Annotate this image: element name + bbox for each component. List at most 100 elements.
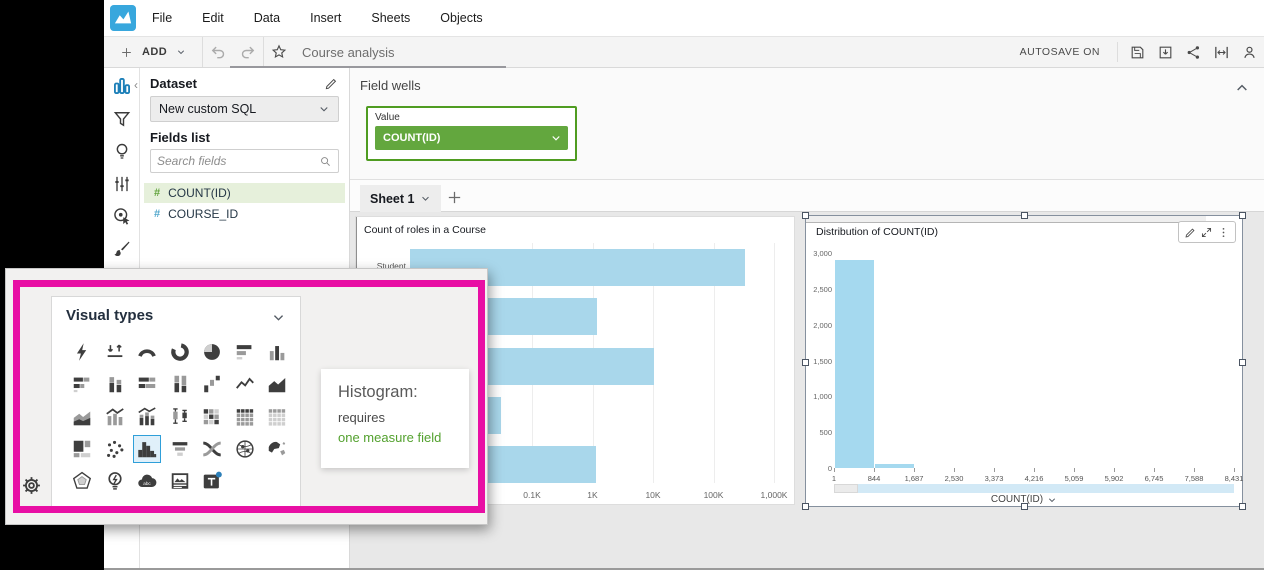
visualize-icon[interactable]: [112, 76, 132, 96]
visual-type-donut-chart[interactable]: [166, 338, 194, 366]
x-axis-brush-scrollbar[interactable]: [834, 484, 1234, 493]
visual-type-scatter-plot[interactable]: [101, 435, 129, 463]
share-icon[interactable]: [1185, 44, 1202, 61]
filter-icon[interactable]: [112, 109, 132, 129]
visual-type-vertical-stacked-bar[interactable]: [101, 370, 129, 398]
field-row-count-id[interactable]: # COUNT(ID): [144, 183, 345, 203]
collapse-panel-icon[interactable]: ‹: [134, 78, 138, 92]
maximize-visual-icon[interactable]: [1200, 226, 1213, 239]
insights-bulb-icon[interactable]: [112, 141, 132, 161]
scatter-plot-icon: [104, 438, 126, 460]
visual-type-vertical-bar[interactable]: [263, 338, 291, 366]
user-icon[interactable]: [1241, 44, 1258, 61]
fit-width-icon[interactable]: [1213, 44, 1230, 61]
visual-type-horizontal-stacked-bar[interactable]: [68, 370, 96, 398]
visual-type-pivot-table[interactable]: [231, 403, 259, 431]
parameters-icon[interactable]: [112, 174, 132, 194]
visual-type-custom-visual[interactable]: [166, 467, 194, 495]
visual-type-text-box[interactable]: [198, 467, 226, 495]
x-tick-label: 2,530: [944, 474, 964, 483]
visual-type-heat-map[interactable]: [198, 403, 226, 431]
analysis-title[interactable]: Course analysis: [302, 44, 395, 60]
collapse-field-wells-icon[interactable]: [1234, 80, 1250, 96]
visual-menu-kebab-icon[interactable]: [1217, 226, 1230, 239]
menu-item-insert[interactable]: Insert: [310, 11, 342, 25]
visual-type-box-plot[interactable]: [166, 403, 194, 431]
export-icon[interactable]: [1157, 44, 1174, 61]
resize-handle-top-center[interactable]: [1021, 212, 1028, 219]
visual-type-word-cloud[interactable]: abc: [133, 467, 161, 495]
settings-gear-icon[interactable]: [20, 474, 43, 497]
histogram-x-axis-label[interactable]: COUNT(ID): [806, 494, 1242, 505]
sankey-icon: [201, 438, 223, 460]
visual-type-funnel[interactable]: [166, 435, 194, 463]
histogram-tooltip: Histogram: requires one measure field: [321, 369, 469, 468]
actions-icon[interactable]: [112, 206, 132, 226]
visual-type-radar-chart[interactable]: [68, 467, 96, 495]
visual-type-combo-bar-line[interactable]: [101, 403, 129, 431]
save-icon[interactable]: [1129, 44, 1146, 61]
dataset-panel-title: Dataset: [150, 76, 197, 91]
menu-item-file[interactable]: File: [152, 11, 173, 25]
insights-icon: [104, 470, 126, 492]
menu-item-objects[interactable]: Objects: [440, 11, 483, 25]
histogram-bar[interactable]: [874, 464, 914, 468]
resize-handle-bottom-left[interactable]: [802, 503, 809, 510]
star-favorite-icon[interactable]: [270, 43, 288, 61]
visual-type-histogram[interactable]: [133, 434, 161, 463]
search-placeholder: Search fields: [157, 154, 227, 168]
value-well-pill[interactable]: COUNT(ID): [375, 126, 568, 150]
redo-icon[interactable]: [239, 43, 257, 61]
visual-type-insights[interactable]: [101, 467, 129, 495]
edit-dataset-pencil-icon[interactable]: [324, 76, 339, 91]
histogram-bar[interactable]: [834, 260, 874, 468]
y-gridline: [806, 221, 1206, 222]
add-sheet-icon[interactable]: [446, 189, 463, 206]
visual-type-table[interactable]: [263, 403, 291, 431]
brush-handle[interactable]: [834, 484, 858, 493]
collapse-visual-types-icon[interactable]: [271, 310, 286, 325]
visual-type-line-chart[interactable]: [231, 370, 259, 398]
visual-type-tree-map[interactable]: [68, 435, 96, 463]
histogram-widget[interactable]: Distribution of COUNT(ID) 3,000 2,500 2,00…: [802, 212, 1246, 510]
autosave-status[interactable]: AUTOSAVE ON: [1019, 46, 1100, 58]
x-tick-label: 1K: [587, 490, 598, 500]
filled-map-icon: [266, 438, 288, 460]
themes-brush-icon[interactable]: [112, 239, 132, 259]
visual-type-horizontal-100-stacked-bar[interactable]: [133, 370, 161, 398]
menu-item-edit[interactable]: Edit: [202, 11, 224, 25]
resize-handle-middle-right[interactable]: [1239, 359, 1246, 366]
visual-type-points-on-map[interactable]: [231, 435, 259, 463]
visual-type-vertical-100-stacked-bar[interactable]: [166, 370, 194, 398]
edit-visual-pencil-icon[interactable]: [1184, 226, 1197, 239]
visual-type-autograph[interactable]: [68, 338, 96, 366]
visual-type-kpi[interactable]: [101, 338, 129, 366]
menu-item-data[interactable]: Data: [253, 11, 281, 25]
main-area: Field wells Value COUNT(ID) Sheet 1: [350, 68, 1264, 568]
add-button[interactable]: ADD: [104, 37, 202, 67]
resize-handle-bottom-center[interactable]: [1021, 503, 1028, 510]
menu-item-sheets[interactable]: Sheets: [371, 11, 411, 25]
chevron-down-icon: [550, 132, 562, 144]
visual-type-gauge[interactable]: [133, 338, 161, 366]
resize-handle-middle-left[interactable]: [802, 359, 809, 366]
resize-handle-top-left[interactable]: [802, 212, 809, 219]
visual-type-pie-chart[interactable]: [198, 338, 226, 366]
undo-icon[interactable]: [209, 43, 227, 61]
tab-sheet-1[interactable]: Sheet 1: [360, 185, 442, 212]
toolbar-left-group: ADD Course analysis: [104, 37, 395, 67]
visual-type-stacked-combo-bar-line[interactable]: [133, 403, 161, 431]
visual-type-waterfall[interactable]: [198, 370, 226, 398]
resize-handle-top-right[interactable]: [1239, 212, 1246, 219]
visual-type-filled-map[interactable]: [263, 435, 291, 463]
x-tick-label: 6,745: [1144, 474, 1164, 483]
field-row-course-id[interactable]: # COURSE_ID: [144, 204, 345, 224]
visual-type-horizontal-bar[interactable]: [231, 338, 259, 366]
resize-handle-bottom-right[interactable]: [1239, 503, 1246, 510]
visual-type-sankey[interactable]: [198, 435, 226, 463]
x-tick-label: 10K: [645, 490, 661, 500]
visual-type-stacked-area-chart[interactable]: [68, 403, 96, 431]
visual-type-area-line-chart[interactable]: [263, 370, 291, 398]
search-fields-input[interactable]: Search fields: [150, 149, 339, 173]
dataset-dropdown[interactable]: New custom SQL: [150, 96, 339, 122]
